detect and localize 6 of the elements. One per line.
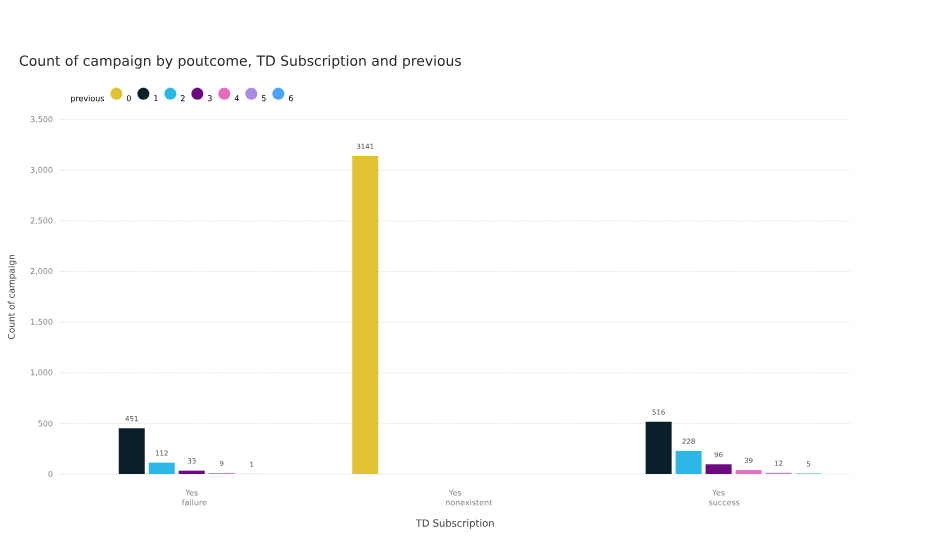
bar	[705, 464, 732, 474]
bar	[148, 462, 175, 474]
bar	[118, 428, 145, 474]
bar	[675, 450, 702, 474]
bar	[352, 156, 379, 474]
bar	[645, 421, 672, 474]
